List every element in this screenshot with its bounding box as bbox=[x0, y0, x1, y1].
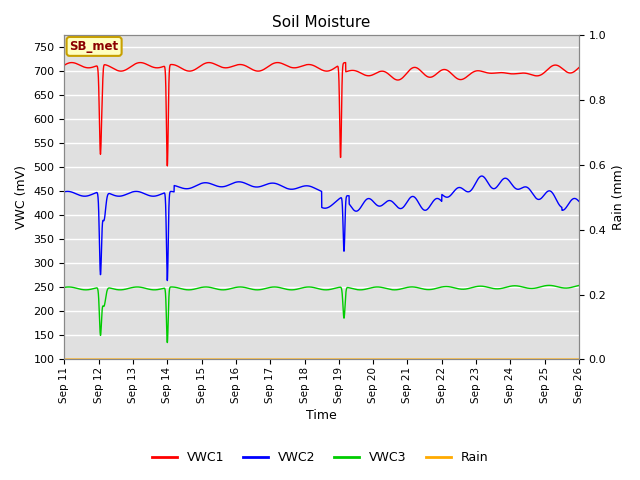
Title: Soil Moisture: Soil Moisture bbox=[273, 15, 371, 30]
Y-axis label: VWC (mV): VWC (mV) bbox=[15, 166, 28, 229]
Legend: VWC1, VWC2, VWC3, Rain: VWC1, VWC2, VWC3, Rain bbox=[147, 446, 493, 469]
X-axis label: Time: Time bbox=[307, 409, 337, 422]
Text: SB_met: SB_met bbox=[70, 40, 118, 53]
Y-axis label: Rain (mm): Rain (mm) bbox=[612, 165, 625, 230]
